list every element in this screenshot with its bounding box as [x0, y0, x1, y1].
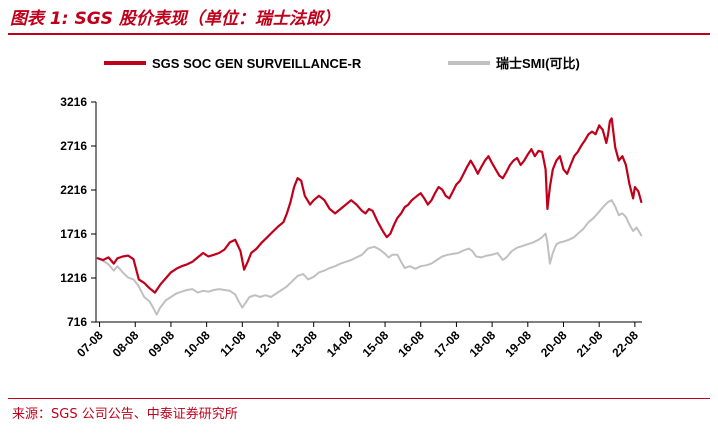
y-tick-label: 716 [67, 315, 87, 329]
x-tick-label: 18-08 [467, 328, 499, 360]
y-tick-label: 1216 [60, 271, 87, 285]
stock-price-chart: SGS SOC GEN SURVEILLANCE-R 瑞士SMI(可比) 716… [60, 56, 643, 360]
x-tick-label: 13-08 [288, 328, 320, 360]
y-tick-label: 2216 [60, 183, 87, 197]
series-line-sgs [96, 117, 643, 294]
x-tick-label: 10-08 [181, 328, 213, 360]
x-tick-label: 15-08 [360, 328, 392, 360]
x-tick-label: 14-08 [324, 328, 356, 360]
source-divider [8, 398, 710, 399]
x-tick-label: 20-08 [538, 328, 570, 360]
x-axis: 07-08 08-08 09-08 10-08 11-08 12-08 13-08 14-08… [74, 321, 642, 360]
x-tick-label: 09-08 [145, 328, 177, 360]
series-layer [96, 117, 643, 316]
title-divider [8, 33, 710, 35]
x-tick-label: 08-08 [110, 328, 142, 360]
chart-title: 图表 1: SGS 股价表现（单位：瑞士法郎） [10, 9, 340, 29]
x-tick-label: 19-08 [502, 328, 534, 360]
x-tick-label: 11-08 [217, 328, 248, 359]
series-line-smi [96, 199, 643, 316]
x-tick-label: 07-08 [74, 328, 106, 360]
y-tick-label: 2716 [60, 139, 87, 153]
y-axis: 716 1216 1716 2216 2716 3216 [60, 95, 97, 329]
y-tick-label: 3216 [60, 95, 87, 109]
y-tick-label: 1716 [60, 227, 87, 241]
legend: SGS SOC GEN SURVEILLANCE-R 瑞士SMI(可比) [104, 56, 580, 71]
x-tick-label: 17-08 [431, 328, 463, 360]
legend-label-smi: 瑞士SMI(可比) [496, 56, 580, 71]
x-tick-label: 22-08 [609, 328, 641, 360]
x-tick-label: 12-08 [253, 328, 285, 360]
legend-label-sgs: SGS SOC GEN SURVEILLANCE-R [152, 56, 362, 71]
source-note: 来源：SGS 公司公告、中泰证券研究所 [12, 407, 238, 422]
x-tick-label: 21-08 [574, 328, 606, 360]
x-tick-label: 16-08 [395, 328, 427, 360]
